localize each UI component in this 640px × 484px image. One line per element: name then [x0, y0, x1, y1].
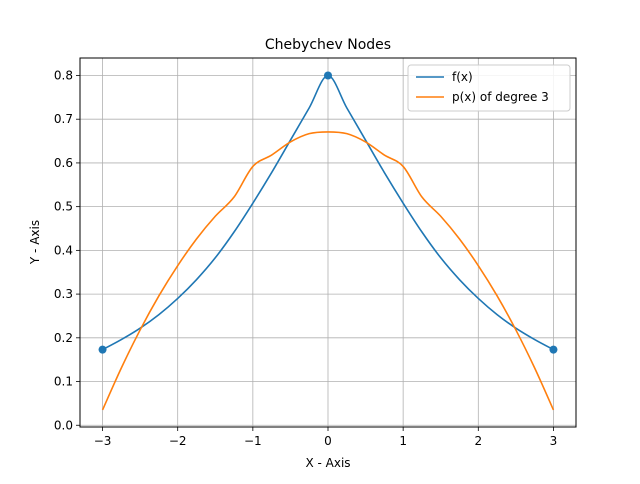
y-tick-label: 0.4 — [54, 243, 73, 257]
legend: f(x) p(x) of degree 3 — [407, 64, 571, 112]
y-tick-label: 0.6 — [54, 156, 73, 170]
y-tick-label: 0.7 — [54, 112, 73, 126]
y-tick-label: 0.0 — [54, 418, 73, 432]
x-tick-label: −3 — [94, 434, 112, 448]
legend-box — [407, 64, 571, 112]
x-tick-label: 3 — [550, 434, 558, 448]
legend-label-1: f(x) — [452, 70, 473, 84]
x-tick-label: 0 — [324, 434, 332, 448]
y-tick-label: 0.2 — [54, 331, 73, 345]
y-tick-label: 0.5 — [54, 200, 73, 214]
chebychev-node-point — [98, 345, 107, 354]
y-tick-label: 0.1 — [54, 375, 73, 389]
y-tick-label: 0.8 — [54, 68, 73, 82]
chart-title: Chebychev Nodes — [265, 37, 391, 53]
y-axis-label: Y - Axis — [28, 220, 42, 265]
x-tick-label: −1 — [244, 434, 262, 448]
x-tick-label: 2 — [474, 434, 482, 448]
series-line-2 — [101, 131, 555, 411]
y-tick-label: 0.3 — [54, 287, 73, 301]
chebychev-node-point — [549, 345, 558, 354]
grid-layer — [80, 58, 576, 427]
ticks-layer: −3 −2 −1 0 1 2 3 0.0 0.1 0.2 0.3 0.4 0.5 0.6 0.7 0.8 — [54, 68, 557, 448]
x-tick-label: 1 — [399, 434, 407, 448]
x-tick-label: −2 — [169, 434, 187, 448]
nodes-layer — [98, 71, 558, 354]
chebychev-node-point — [324, 71, 332, 80]
legend-label-2: p(x) of degree 3 — [452, 90, 549, 104]
x-axis-label: X - Axis — [305, 456, 350, 470]
